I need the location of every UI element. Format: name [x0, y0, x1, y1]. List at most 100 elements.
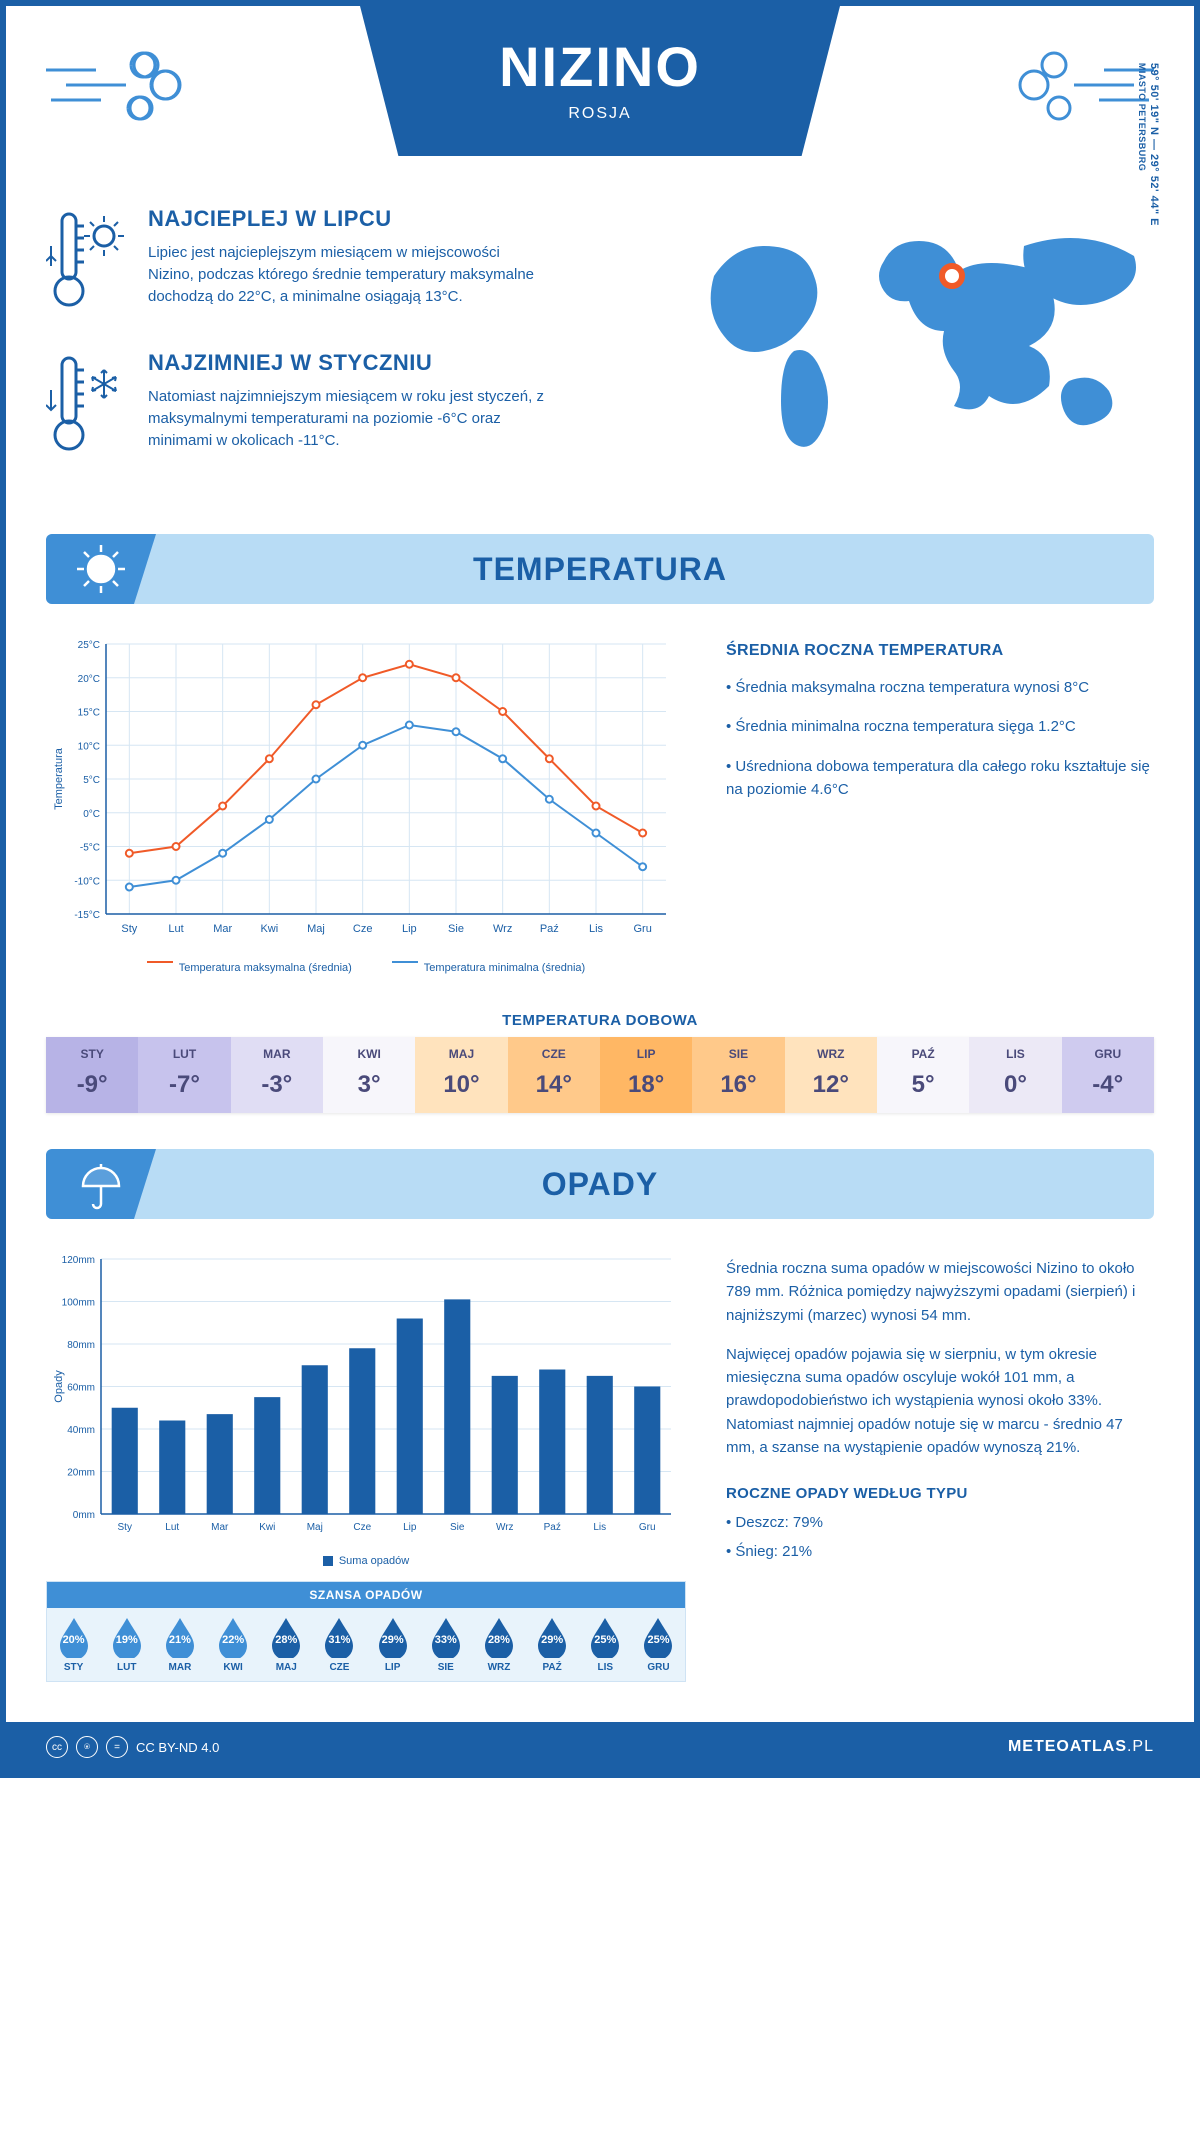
daily-temp-cell: MAJ 10°: [415, 1037, 507, 1113]
raindrop-icon: 21%: [162, 1616, 198, 1658]
daily-temp-title: TEMPERATURA DOBOWA: [6, 1012, 1194, 1029]
svg-text:Opady: Opady: [53, 1370, 65, 1403]
svg-text:Sie: Sie: [448, 923, 464, 935]
chance-cell: 29% LIP: [366, 1608, 419, 1681]
svg-text:Gru: Gru: [633, 923, 651, 935]
precip-title: OPADY: [542, 1166, 658, 1203]
raindrop-icon: 20%: [56, 1616, 92, 1658]
title-banner: NIZINO ROSJA: [360, 6, 840, 156]
svg-text:Maj: Maj: [307, 923, 325, 935]
svg-text:25°C: 25°C: [78, 640, 100, 651]
svg-text:Lut: Lut: [165, 1522, 179, 1533]
daily-temp-cell: LIS 0°: [969, 1037, 1061, 1113]
daily-temp-cell: LUT -7°: [138, 1037, 230, 1113]
hottest-title: NAJCIEPLEJ W LIPCU: [148, 206, 548, 232]
footer: cc ⍟ = CC BY-ND 4.0 METEOATLAS.PL: [6, 1722, 1194, 1772]
chance-cell: 28% WRZ: [472, 1608, 525, 1681]
world-map: [684, 206, 1154, 466]
svg-text:Mar: Mar: [213, 923, 232, 935]
raindrop-icon: 19%: [109, 1616, 145, 1658]
svg-text:Paź: Paź: [544, 1522, 561, 1533]
annual-temp-bullet: • Średnia minimalna roczna temperatura s…: [726, 715, 1154, 738]
svg-text:Cze: Cze: [353, 1522, 371, 1533]
temperature-legend: Temperatura maksymalna (średnia) Tempera…: [46, 962, 686, 974]
precip-type-rain: • Deszcz: 79%: [726, 1512, 1154, 1535]
chance-cell: 21% MAR: [153, 1608, 206, 1681]
nd-icon: =: [106, 1736, 128, 1758]
chance-cell: 20% STY: [47, 1608, 100, 1681]
raindrop-icon: 29%: [534, 1616, 570, 1658]
svg-text:-5°C: -5°C: [80, 843, 100, 854]
daily-temp-cell: GRU -4°: [1062, 1037, 1154, 1113]
country-name: ROSJA: [360, 105, 840, 123]
chance-cell: 33% SIE: [419, 1608, 472, 1681]
daily-temp-cell: STY -9°: [46, 1037, 138, 1113]
svg-text:Sty: Sty: [121, 923, 137, 935]
precip-bar-chart: 0mm 20mm 40mm 60mm 80mm 100mm 120mm Opady Sty Lut…: [46, 1249, 686, 1549]
svg-text:20mm: 20mm: [67, 1468, 95, 1479]
svg-text:Temperatura: Temperatura: [53, 747, 65, 810]
license: cc ⍟ = CC BY-ND 4.0: [46, 1736, 219, 1758]
svg-text:10°C: 10°C: [78, 741, 100, 752]
raindrop-icon: 33%: [428, 1616, 464, 1658]
raindrop-icon: 28%: [268, 1616, 304, 1658]
annual-temp-bullet: • Średnia maksymalna roczna temperatura …: [726, 676, 1154, 699]
chance-cell: 22% KWI: [207, 1608, 260, 1681]
svg-text:Sie: Sie: [450, 1522, 465, 1533]
daily-temp-cell: CZE 14°: [508, 1037, 600, 1113]
precip-para: Średnia roczna suma opadów w miejscowośc…: [726, 1257, 1154, 1327]
brand: METEOATLAS.PL: [1008, 1738, 1154, 1756]
svg-text:Gru: Gru: [639, 1522, 656, 1533]
precip-type-snow: • Śnieg: 21%: [726, 1541, 1154, 1564]
wind-swirl-icon: [36, 30, 206, 140]
chance-cell: 29% PAŹ: [526, 1608, 579, 1681]
umbrella-icon: [46, 1149, 156, 1219]
svg-text:Paź: Paź: [540, 923, 559, 935]
svg-text:Cze: Cze: [353, 923, 373, 935]
svg-text:5°C: 5°C: [83, 775, 100, 786]
svg-text:-15°C: -15°C: [74, 910, 100, 921]
daily-temp-cell: SIE 16°: [692, 1037, 784, 1113]
raindrop-icon: 28%: [481, 1616, 517, 1658]
chance-cell: 25% GRU: [632, 1608, 685, 1681]
svg-text:Wrz: Wrz: [493, 923, 512, 935]
daily-temp-cell: MAR -3°: [231, 1037, 323, 1113]
svg-text:100mm: 100mm: [62, 1298, 95, 1309]
svg-text:40mm: 40mm: [67, 1425, 95, 1436]
svg-text:Kwi: Kwi: [260, 923, 278, 935]
raindrop-icon: 25%: [640, 1616, 676, 1658]
thermometer-sun-icon: [46, 206, 126, 316]
svg-text:Lip: Lip: [403, 1522, 417, 1533]
svg-text:Wrz: Wrz: [496, 1522, 514, 1533]
coldest-text: Natomiast najzimniejszym miesiącem w rok…: [148, 386, 548, 451]
temperature-title: TEMPERATURA: [473, 551, 727, 588]
hottest-text: Lipiec jest najcieplejszym miesiącem w m…: [148, 242, 548, 307]
temperature-section-banner: TEMPERATURA: [46, 534, 1154, 604]
svg-text:120mm: 120mm: [62, 1255, 95, 1266]
precip-section-banner: OPADY: [46, 1149, 1154, 1219]
daily-temp-table: STY -9° LUT -7° MAR -3° KWI 3° MAJ 10° C…: [46, 1037, 1154, 1113]
thermometer-snow-icon: [46, 350, 126, 460]
precip-chance-table: SZANSA OPADÓW 20% STY 19% LUT 21% MAR 22…: [46, 1581, 686, 1682]
svg-text:60mm: 60mm: [67, 1383, 95, 1394]
chance-cell: 28% MAJ: [260, 1608, 313, 1681]
svg-text:80mm: 80mm: [67, 1340, 95, 1351]
svg-text:Lut: Lut: [168, 923, 183, 935]
chance-cell: 19% LUT: [100, 1608, 153, 1681]
coordinates: 59° 50' 19" N — 29° 52' 44" EMIASTO PETE…: [1136, 63, 1160, 226]
svg-text:Sty: Sty: [118, 1522, 132, 1533]
svg-text:-10°C: -10°C: [74, 876, 100, 887]
svg-text:Kwi: Kwi: [259, 1522, 275, 1533]
raindrop-icon: 29%: [375, 1616, 411, 1658]
svg-text:0mm: 0mm: [73, 1510, 95, 1521]
chance-cell: 31% CZE: [313, 1608, 366, 1681]
cc-icon: cc: [46, 1736, 68, 1758]
temperature-line-chart: -15°C-10°C-5°C0°C5°C10°C15°C20°C25°CStyL…: [46, 634, 686, 954]
svg-text:15°C: 15°C: [78, 708, 100, 719]
chance-cell: 25% LIS: [579, 1608, 632, 1681]
precip-type-title: ROCZNE OPADY WEDŁUG TYPU: [726, 1485, 1154, 1502]
svg-text:20°C: 20°C: [78, 674, 100, 685]
svg-text:Lis: Lis: [589, 923, 604, 935]
svg-text:Mar: Mar: [211, 1522, 229, 1533]
raindrop-icon: 31%: [321, 1616, 357, 1658]
